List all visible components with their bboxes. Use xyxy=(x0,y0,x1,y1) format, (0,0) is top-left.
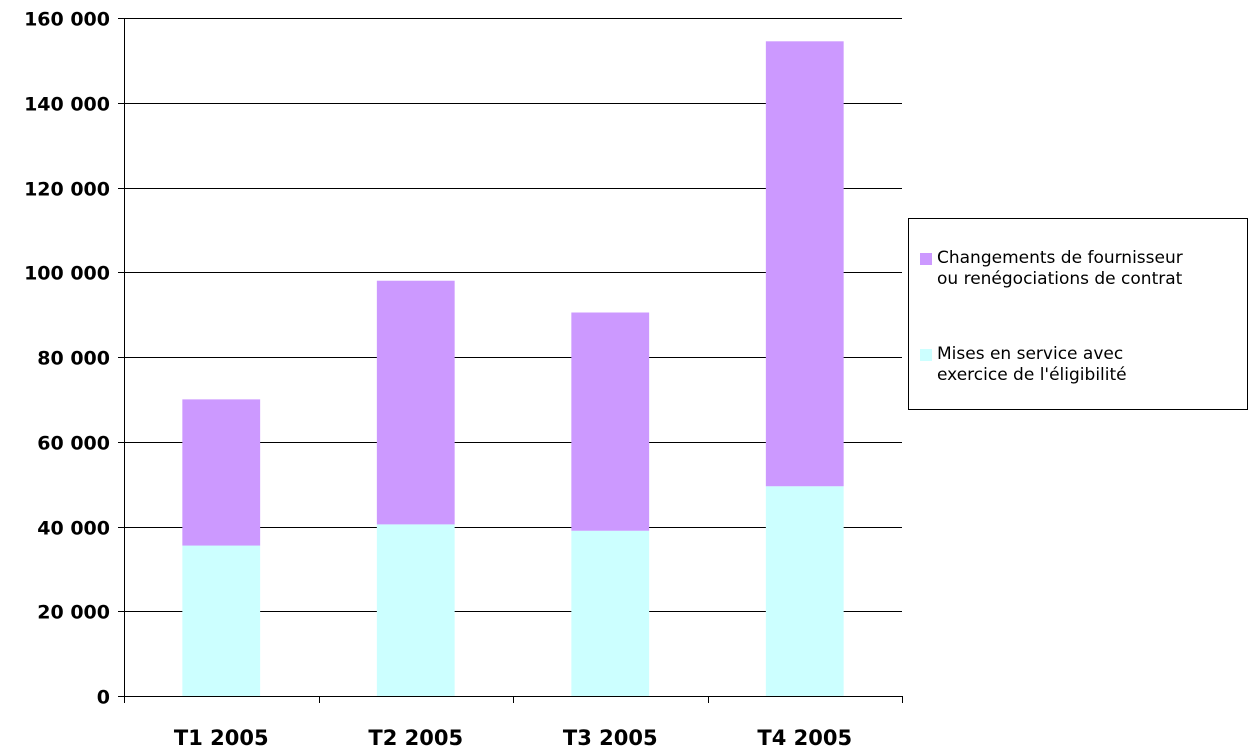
bar-segment xyxy=(765,41,844,487)
x-tick-label: T4 2005 xyxy=(757,726,852,747)
legend-item-changements: Changements de fournisseur ou renégociat… xyxy=(920,248,1249,290)
y-tick-label: 20 000 xyxy=(37,602,110,624)
legend-label-mises-en-service: Mises en service avec exercice de l'élig… xyxy=(937,344,1127,385)
bar-segment xyxy=(376,524,455,696)
bar-segment xyxy=(765,486,844,696)
y-tick-label: 0 xyxy=(97,687,110,709)
x-tick-label: T2 2005 xyxy=(368,726,463,747)
x-tick-label: T1 2005 xyxy=(174,726,269,747)
legend-swatch-mises-en-service xyxy=(920,349,932,361)
y-tick-label: 80 000 xyxy=(37,348,110,370)
legend: Changements de fournisseur ou renégociat… xyxy=(908,218,1248,410)
y-tick-label: 140 000 xyxy=(24,94,110,116)
axes xyxy=(118,18,903,703)
bar-segment xyxy=(376,280,455,525)
y-tick-label: 120 000 xyxy=(24,179,110,201)
legend-swatch-changements xyxy=(920,253,932,265)
y-tick-label: 60 000 xyxy=(37,433,110,455)
bar-segment xyxy=(182,545,261,696)
legend-label-changements: Changements de fournisseur ou renégociat… xyxy=(937,248,1183,289)
bar-segment xyxy=(571,312,650,531)
bar-segment xyxy=(571,530,650,696)
y-tick-labels: 0 20 000 40 000 60 000 80 000 100 000 120 000 1… xyxy=(24,9,110,709)
x-tick-label: T3 2005 xyxy=(563,726,658,747)
y-tick-label: 100 000 xyxy=(24,263,110,285)
bars xyxy=(182,41,844,696)
y-tick-label: 160 000 xyxy=(24,9,110,31)
bar-segment xyxy=(182,399,261,546)
x-tick-labels: T1 2005 T2 2005 T3 2005 T4 2005 xyxy=(174,726,852,747)
legend-item-mises-en-service: Mises en service avec exercice de l'élig… xyxy=(920,344,1249,386)
y-tick-label: 40 000 xyxy=(37,518,110,540)
